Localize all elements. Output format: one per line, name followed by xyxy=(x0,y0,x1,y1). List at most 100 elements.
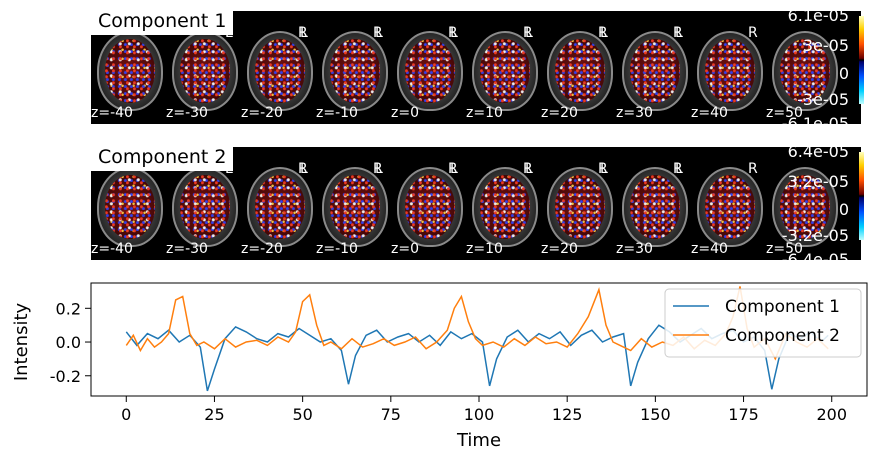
orientation-r-label: R xyxy=(598,25,608,41)
y-axis-label: Intensity xyxy=(11,302,32,381)
slice-z-label: z=50 xyxy=(766,241,803,257)
slice-z-label: z=-30 xyxy=(166,241,208,257)
orientation-l-label: L xyxy=(525,25,533,41)
time-series-chart: 0 25 50 75 100 125 150 175 200 -0.2 0.0 0.2 Time I… xyxy=(11,282,868,451)
colorbar-1 xyxy=(859,16,864,104)
x-axis-label: Time xyxy=(456,430,501,451)
orientation-r-label: R xyxy=(748,25,758,41)
brain-slice xyxy=(172,167,238,247)
orientation-r-label: R xyxy=(598,161,608,177)
colorbar-2 xyxy=(859,152,864,240)
colorbar-tick-label: 0 xyxy=(838,200,849,219)
orientation-l-label: L xyxy=(675,161,683,177)
orientation-l-label: L xyxy=(300,25,308,41)
colorbar-tick-label: -6.1e-05 xyxy=(781,114,849,133)
slice-z-label: z=-20 xyxy=(241,105,283,121)
orientation-r-label: R xyxy=(298,25,308,41)
brain-slice xyxy=(97,31,163,111)
slice-z-label: z=20 xyxy=(541,105,578,121)
slice-z-label: z=-40 xyxy=(91,241,133,257)
orientation-r-label: R xyxy=(523,161,533,177)
slice-z-label: z=0 xyxy=(391,105,419,121)
x-tick-label: 125 xyxy=(552,405,583,424)
brain-slice xyxy=(772,31,838,111)
orientation-l-label: L xyxy=(525,161,533,177)
slice-z-label: z=30 xyxy=(616,241,653,257)
brain-slice xyxy=(247,167,313,247)
colorbar-tick-label: -3.2e-05 xyxy=(781,226,849,245)
legend-label-component-2: Component 2 xyxy=(725,326,840,346)
brain-slice xyxy=(772,167,838,247)
slice-z-label: z=40 xyxy=(691,105,728,121)
colorbar-tick-label: 6.4e-05 xyxy=(787,142,849,161)
slice-z-label: z=20 xyxy=(541,241,578,257)
legend-label-component-1: Component 1 xyxy=(725,297,840,317)
slice-z-label: z=-10 xyxy=(316,241,358,257)
slice-z-label: z=0 xyxy=(391,241,419,257)
brain-slices-panel-2: z=-40z=-30z=-20LRz=-10LRz=0LRz=10LRz=20L… xyxy=(91,147,861,260)
orientation-l-label: L xyxy=(375,161,383,177)
brain-slice xyxy=(472,31,538,111)
orientation-r-label: R xyxy=(673,161,683,177)
orientation-r-label: R xyxy=(673,25,683,41)
slice-z-label: z=10 xyxy=(466,241,503,257)
orientation-r-label: R xyxy=(448,161,458,177)
slice-z-label: z=10 xyxy=(466,105,503,121)
brain-slice xyxy=(622,31,688,111)
x-tick-label: 0 xyxy=(121,405,131,424)
x-tick-label: 25 xyxy=(204,405,224,424)
colorbar-tick-label: 3.2e-05 xyxy=(787,172,849,191)
brain-slice xyxy=(472,167,538,247)
y-tick-label: 0.0 xyxy=(56,333,81,352)
brain-slice xyxy=(547,31,613,111)
panel-1-title: Component 1 xyxy=(91,7,234,35)
orientation-l-label: L xyxy=(600,161,608,177)
brain-slice xyxy=(322,31,388,111)
x-tick-label: 50 xyxy=(292,405,312,424)
brain-slices-panel-1: z=-40z=-30z=-20LRz=-10LRz=0LRz=10LRz=20L… xyxy=(91,11,861,124)
brain-slice xyxy=(697,31,763,111)
brain-slice xyxy=(397,31,463,111)
colorbar-tick-label: 6.1e-05 xyxy=(787,6,849,25)
orientation-l-label: L xyxy=(450,25,458,41)
colorbar-tick-label: 0 xyxy=(838,64,849,83)
orientation-l-label: L xyxy=(675,25,683,41)
orientation-r-label: R xyxy=(373,161,383,177)
brain-slice xyxy=(97,167,163,247)
orientation-r-label: R xyxy=(523,25,533,41)
orientation-r-label: R xyxy=(748,161,758,177)
orientation-r-label: R xyxy=(373,25,383,41)
y-tick-label: 0.2 xyxy=(56,299,81,318)
x-tick-label: 175 xyxy=(728,405,759,424)
slice-z-label: z=50 xyxy=(766,105,803,121)
brain-slice xyxy=(622,167,688,247)
x-tick-label: 150 xyxy=(640,405,671,424)
colorbar-tick-label: 3e-05 xyxy=(802,36,849,55)
slice-z-label: z=40 xyxy=(691,241,728,257)
brain-slice xyxy=(322,167,388,247)
brain-slice xyxy=(547,167,613,247)
slice-z-label: z=30 xyxy=(616,105,653,121)
colorbar-tick-label: -6.4e-05 xyxy=(781,250,849,269)
x-tick-label: 200 xyxy=(816,405,847,424)
brain-slice xyxy=(397,167,463,247)
brain-slice xyxy=(247,31,313,111)
orientation-l-label: L xyxy=(300,161,308,177)
orientation-l-label: L xyxy=(450,161,458,177)
orientation-r-label: R xyxy=(448,25,458,41)
x-tick-label: 75 xyxy=(381,405,401,424)
orientation-r-label: R xyxy=(298,161,308,177)
slice-z-label: z=-10 xyxy=(316,105,358,121)
colorbar-tick-label: -3e-05 xyxy=(797,90,849,109)
orientation-l-label: L xyxy=(600,25,608,41)
slice-z-label: z=-20 xyxy=(241,241,283,257)
slice-z-label: z=-40 xyxy=(91,105,133,121)
orientation-l-label: L xyxy=(375,25,383,41)
legend: Component 1 Component 2 xyxy=(664,288,862,358)
x-tick-label: 100 xyxy=(464,405,495,424)
slice-z-label: z=-30 xyxy=(166,105,208,121)
panel-2-title: Component 2 xyxy=(91,143,234,171)
brain-slice xyxy=(697,167,763,247)
brain-slice xyxy=(172,31,238,111)
y-tick-label: -0.2 xyxy=(50,367,81,386)
